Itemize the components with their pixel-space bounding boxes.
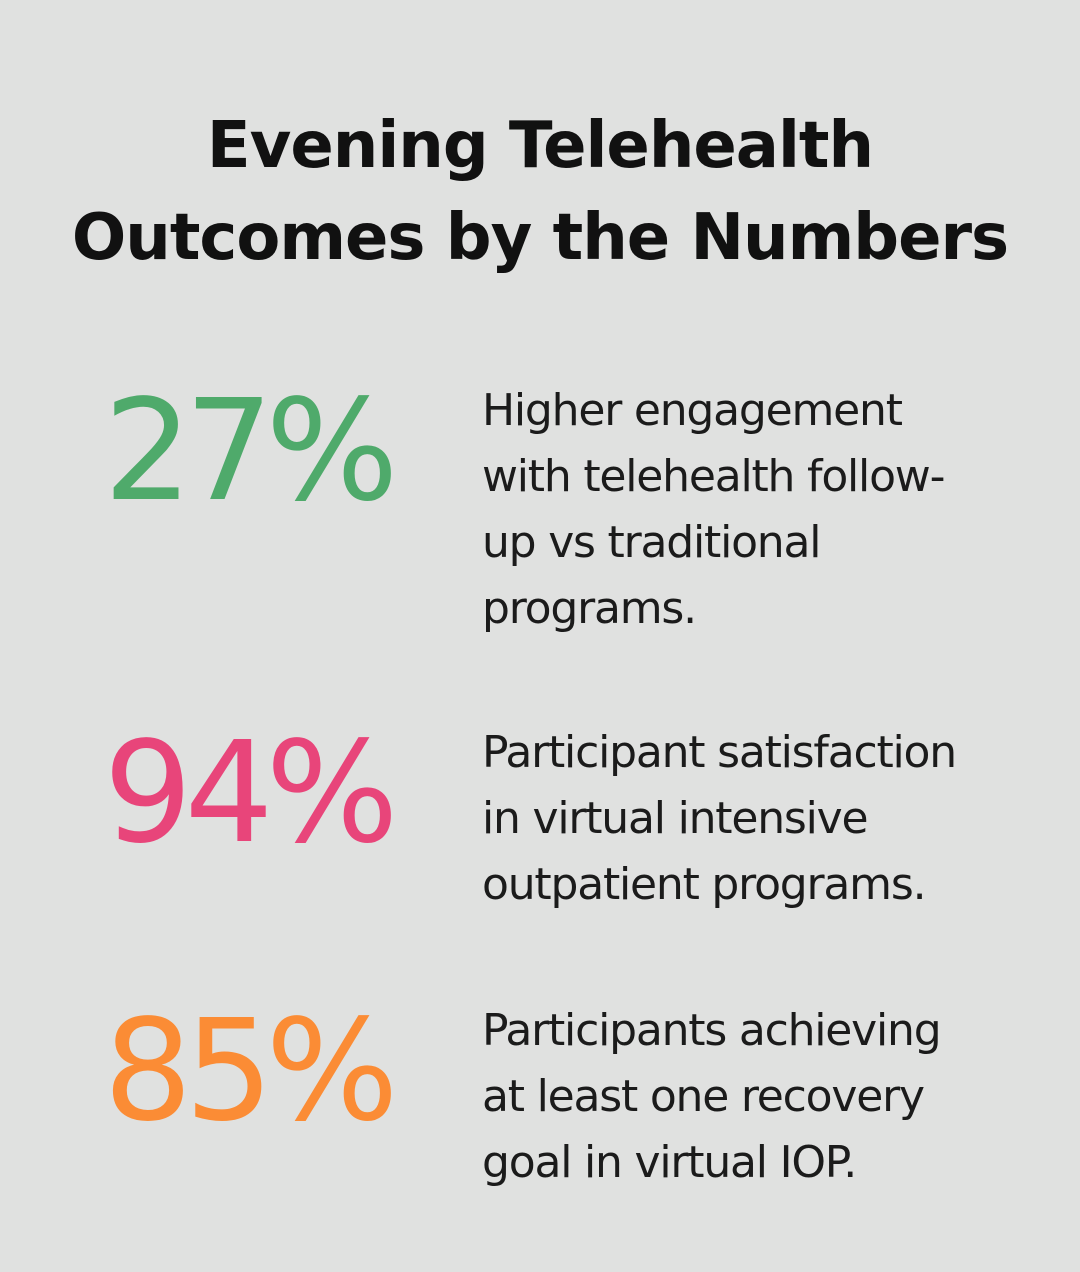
stat-description-line: Higher engagement: [482, 385, 903, 436]
stat-description-line: Participants achieving: [482, 1005, 942, 1056]
stat-description-line: Participant satisfaction: [482, 727, 957, 778]
stat-description-line: up vs traditional: [482, 517, 821, 568]
stat-value: 27%: [103, 370, 398, 533]
stat-description-line: outpatient programs.: [482, 859, 927, 910]
stat-description: Higher engagement with telehealth follow…: [482, 378, 1002, 642]
stat-value: 85%: [103, 990, 398, 1153]
title-line-1: Evening Telehealth: [206, 109, 874, 183]
stat-description: Participants achieving at least one reco…: [482, 998, 1002, 1196]
page-title: Evening Telehealth Outcomes by the Numbe…: [0, 100, 1080, 284]
stat-description-line: with telehealth follow-: [482, 451, 945, 502]
stat-description-line: programs.: [482, 583, 697, 634]
stat-value: 94%: [103, 712, 398, 875]
stat-description-line: goal in virtual IOP.: [482, 1137, 857, 1188]
stat-description: Participant satisfaction in virtual inte…: [482, 720, 1002, 918]
stat-description-line: at least one recovery: [482, 1071, 925, 1122]
stat-description-line: in virtual intensive: [482, 793, 869, 844]
title-line-2: Outcomes by the Numbers: [71, 201, 1009, 275]
